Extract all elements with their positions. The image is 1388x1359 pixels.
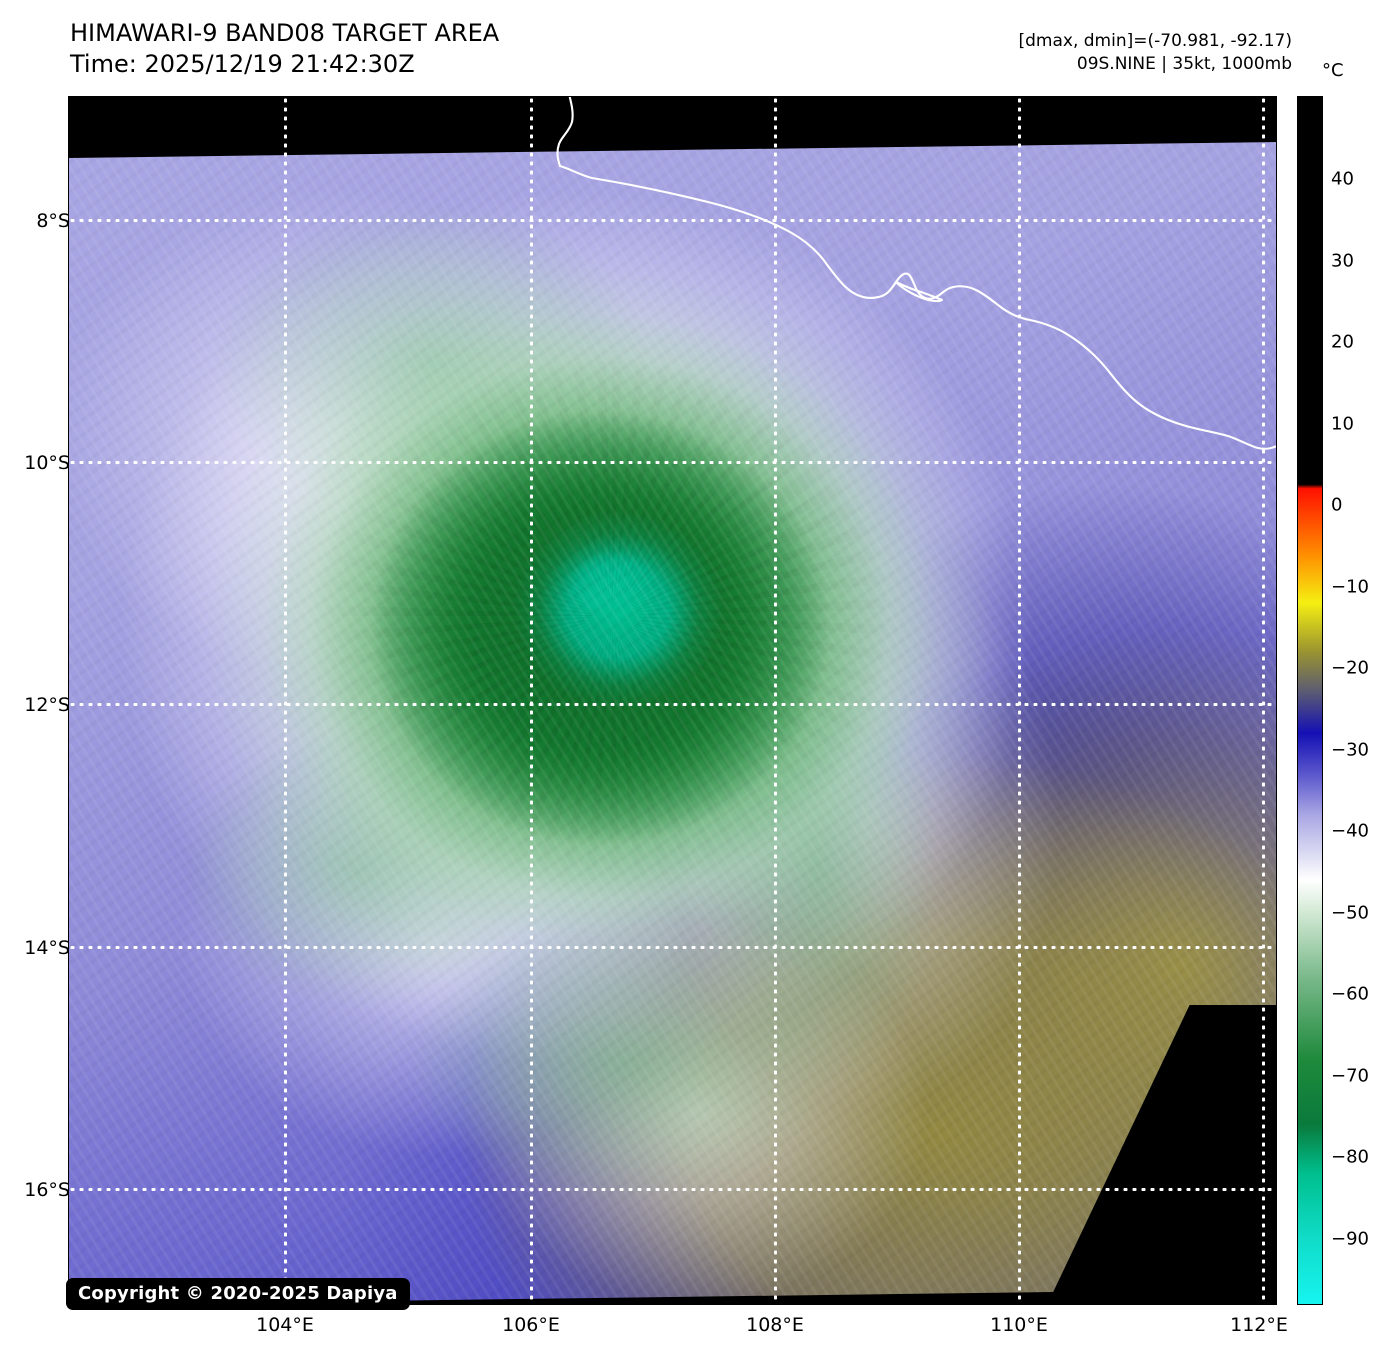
xtick-label-104e: 104°E [256, 1314, 314, 1336]
dmax-dmin-label: [dmax, dmin]=(-70.981, -92.17) [1018, 31, 1293, 51]
coastline-path-bay [894, 280, 944, 303]
coastline-path-java [558, 164, 1277, 450]
timestamp-label: Time: 2025/12/19 21:42:30Z [70, 50, 415, 79]
colorbar-unit-label: °C [1322, 60, 1344, 81]
gridline-lat-8 [68, 219, 1277, 222]
satellite-image-plot [68, 96, 1277, 1305]
colorbar-tick-40: 40 [1331, 168, 1354, 190]
colorbar-tick-20: 20 [1331, 331, 1354, 353]
ytick-label-8s: 8°S [36, 210, 70, 232]
colorbar-tick-m50: −50 [1331, 902, 1369, 924]
colorbar-tick-m90: −90 [1331, 1228, 1369, 1250]
colorbar-tick-m30: −30 [1331, 739, 1369, 761]
storm-info-label: 09S.NINE | 35kt, 1000mb [1076, 53, 1292, 74]
colorbar-tick-m20: −20 [1331, 657, 1369, 679]
colorbar-gradient [1298, 97, 1322, 1304]
colorbar-tick-m40: −40 [1331, 820, 1369, 842]
gridline-lon-112 [1262, 96, 1265, 1305]
ytick-label-16s: 16°S [24, 1179, 70, 1201]
gridline-lat-14 [68, 946, 1277, 949]
gridline-lat-12 [68, 703, 1277, 706]
gridline-lon-110 [1018, 96, 1021, 1305]
colorbar-tick-m60: −60 [1331, 983, 1369, 1005]
colorbar-tick-30: 30 [1331, 250, 1354, 272]
copyright-badge: Copyright © 2020-2025 Dapiya [66, 1278, 410, 1310]
colorbar-tick-10: 10 [1331, 413, 1354, 435]
coastline-path-west [556, 96, 574, 168]
colorbar-tick-0: 0 [1331, 494, 1343, 516]
xtick-label-112e: 112°E [1230, 1314, 1288, 1336]
xtick-label-110e: 110°E [990, 1314, 1048, 1336]
gridline-lon-104 [284, 96, 287, 1305]
gridline-lon-106 [530, 96, 533, 1305]
ytick-label-14s: 14°S [24, 937, 70, 959]
ytick-label-10s: 10°S [24, 452, 70, 474]
colorbar [1297, 96, 1323, 1305]
page-title: HIMAWARI-9 BAND08 TARGET AREA [70, 19, 500, 47]
gridline-lat-10 [68, 461, 1277, 464]
metadata-block: [dmax, dmin]=(-70.981, -92.17) 09S.NINE … [1019, 30, 1293, 76]
xtick-label-106e: 106°E [502, 1314, 560, 1336]
colorbar-tick-m70: −70 [1331, 1065, 1369, 1087]
gridline-lon-108 [774, 96, 777, 1305]
ytick-label-12s: 12°S [24, 694, 70, 716]
xtick-label-108e: 108°E [746, 1314, 804, 1336]
spiral-band-striations [68, 96, 1277, 1305]
cloud-texture-overlay [68, 96, 1277, 1305]
coldest-cloud-top-layer [68, 96, 1277, 1305]
colorbar-tick-m10: −10 [1331, 576, 1369, 598]
colorbar-tick-m80: −80 [1331, 1146, 1369, 1168]
coastline-overlay [556, 96, 1277, 450]
title-block: HIMAWARI-9 BAND08 TARGET AREA Time: 2025… [70, 18, 499, 80]
gridline-lat-16 [68, 1188, 1277, 1191]
